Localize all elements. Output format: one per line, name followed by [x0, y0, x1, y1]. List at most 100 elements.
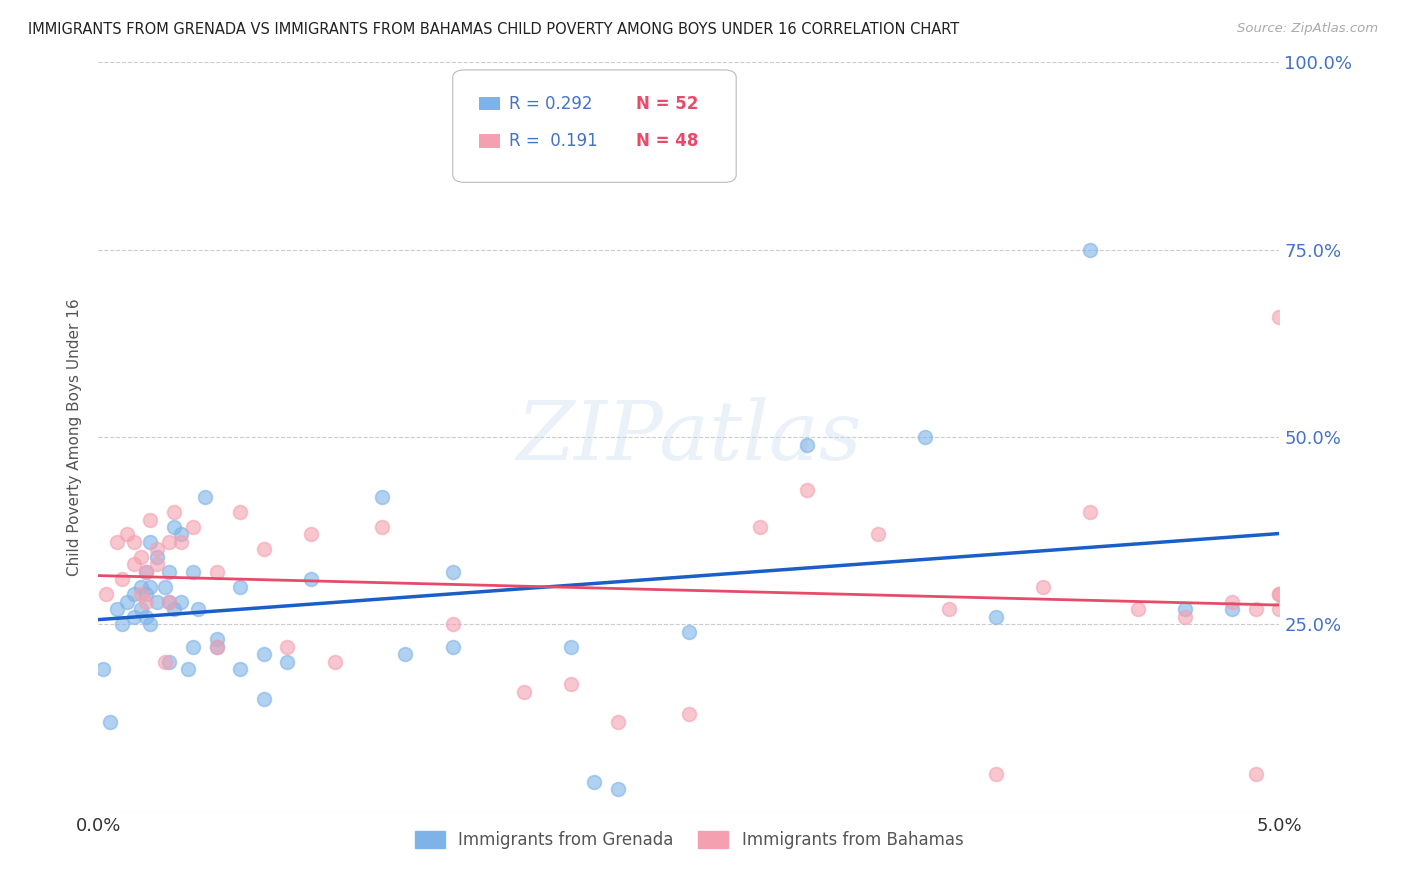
Point	[984, 610, 1007, 624]
Point	[122, 535, 145, 549]
Point	[181, 565, 204, 579]
Text: N = 48: N = 48	[636, 132, 699, 150]
Point	[157, 565, 180, 579]
Point	[866, 527, 889, 541]
Point	[105, 535, 128, 549]
Point	[170, 527, 193, 541]
Point	[170, 535, 193, 549]
Point	[205, 640, 228, 654]
Point	[253, 648, 276, 662]
Point	[607, 782, 630, 797]
Point	[253, 692, 276, 706]
Point	[146, 595, 169, 609]
Text: ZIPatlas: ZIPatlas	[516, 397, 862, 477]
Y-axis label: Child Poverty Among Boys Under 16: Child Poverty Among Boys Under 16	[67, 298, 83, 576]
Point	[139, 617, 162, 632]
Point	[441, 617, 464, 632]
Point	[1268, 310, 1291, 325]
Point	[187, 602, 209, 616]
Point	[229, 580, 252, 594]
Point	[135, 610, 157, 624]
Point	[153, 655, 176, 669]
Point	[135, 565, 157, 579]
Point	[1080, 243, 1102, 257]
Point	[1080, 505, 1102, 519]
Point	[170, 595, 193, 609]
Point	[139, 580, 162, 594]
Point	[512, 685, 534, 699]
Point	[748, 520, 770, 534]
Point	[129, 549, 152, 564]
Point	[205, 640, 228, 654]
Point	[135, 587, 157, 601]
Point	[157, 535, 180, 549]
Point	[163, 602, 186, 616]
Legend: Immigrants from Grenada, Immigrants from Bahamas: Immigrants from Grenada, Immigrants from…	[408, 824, 970, 855]
Point	[796, 437, 818, 451]
Point	[253, 542, 276, 557]
Point	[678, 707, 700, 722]
Point	[371, 490, 394, 504]
Point	[139, 512, 162, 526]
Point	[163, 520, 186, 534]
Point	[1220, 595, 1243, 609]
Point	[1268, 587, 1291, 601]
Text: IMMIGRANTS FROM GRENADA VS IMMIGRANTS FROM BAHAMAS CHILD POVERTY AMONG BOYS UNDE: IMMIGRANTS FROM GRENADA VS IMMIGRANTS FR…	[28, 22, 959, 37]
Point	[276, 655, 298, 669]
Point	[122, 610, 145, 624]
Point	[146, 558, 169, 572]
Point	[177, 662, 200, 676]
Point	[205, 565, 228, 579]
Point	[98, 714, 121, 729]
Point	[560, 677, 582, 691]
FancyBboxPatch shape	[478, 135, 501, 148]
Point	[194, 490, 217, 504]
Point	[1244, 767, 1267, 781]
Text: Source: ZipAtlas.com: Source: ZipAtlas.com	[1237, 22, 1378, 36]
Point	[1220, 602, 1243, 616]
Point	[129, 587, 152, 601]
Point	[560, 640, 582, 654]
Point	[94, 587, 117, 601]
FancyBboxPatch shape	[478, 97, 501, 111]
Point	[157, 595, 180, 609]
Point	[181, 640, 204, 654]
Point	[135, 595, 157, 609]
Point	[129, 580, 152, 594]
Point	[111, 573, 134, 587]
Point	[299, 527, 322, 541]
Point	[181, 520, 204, 534]
Point	[129, 602, 152, 616]
Point	[1268, 587, 1291, 601]
Point	[607, 714, 630, 729]
Point	[122, 587, 145, 601]
Point	[146, 549, 169, 564]
Point	[122, 558, 145, 572]
Point	[229, 505, 252, 519]
Point	[105, 602, 128, 616]
Text: R = 0.292: R = 0.292	[509, 95, 593, 112]
Point	[115, 595, 138, 609]
Point	[1032, 580, 1054, 594]
FancyBboxPatch shape	[453, 70, 737, 182]
Point	[299, 573, 322, 587]
Point	[153, 580, 176, 594]
Point	[146, 542, 169, 557]
Point	[111, 617, 134, 632]
Point	[938, 602, 960, 616]
Text: R =  0.191: R = 0.191	[509, 132, 598, 150]
Point	[205, 632, 228, 647]
Point	[583, 774, 606, 789]
Text: N = 52: N = 52	[636, 95, 699, 112]
Point	[441, 565, 464, 579]
Point	[1268, 602, 1291, 616]
Point	[394, 648, 416, 662]
Point	[984, 767, 1007, 781]
Point	[135, 565, 157, 579]
Point	[1174, 610, 1197, 624]
Point	[914, 430, 936, 444]
Point	[1174, 602, 1197, 616]
Point	[276, 640, 298, 654]
Point	[323, 655, 346, 669]
Point	[678, 624, 700, 639]
